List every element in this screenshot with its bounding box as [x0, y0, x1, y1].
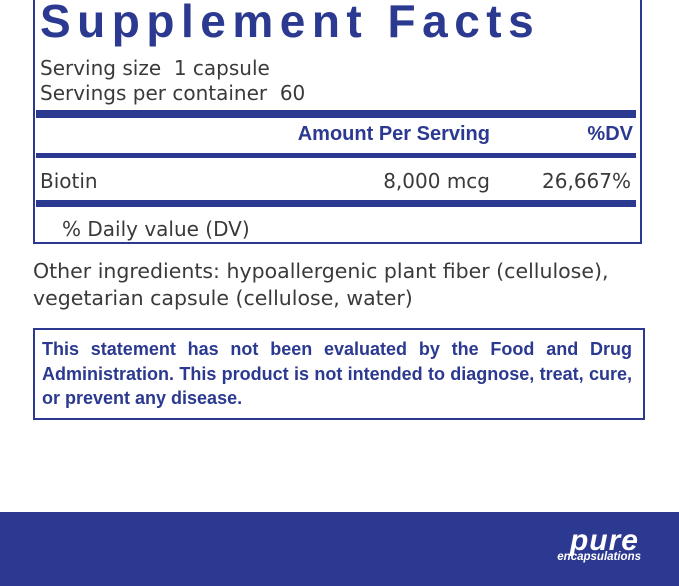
divider-thick [36, 200, 636, 207]
brand-name: pure [569, 524, 639, 557]
serving-size: Serving size 1 capsule [40, 56, 270, 80]
footer-band [0, 512, 679, 586]
statement: This statement has not been evaluated by… [42, 339, 632, 408]
servings-per-container: Servings per container 60 [40, 81, 306, 105]
divider [36, 153, 636, 158]
title: Supplement Facts [40, 0, 541, 47]
statement-box [33, 328, 645, 420]
brand-tagline: encapsulations [557, 551, 641, 563]
divider-thick [36, 110, 636, 118]
column-header: %DV [587, 123, 633, 145]
other-ingredients: Other ingredients: hypoallergenic plant … [33, 259, 609, 310]
nutrient-dv: 26,667% [542, 169, 631, 193]
nutrient-amount: 8,000 mcg [383, 169, 490, 193]
facts-box [33, 0, 642, 244]
nutrient-name: Biotin [40, 169, 98, 193]
footnote: % Daily value (DV) [62, 217, 250, 241]
column-header: Amount Per Serving [297, 123, 490, 145]
